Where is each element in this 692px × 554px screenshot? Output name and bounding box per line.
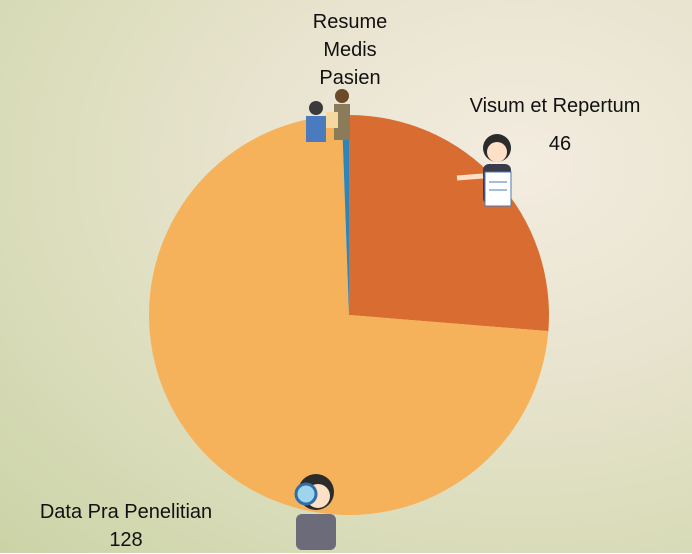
category-label: Data Pra Penelitian	[0, 498, 252, 526]
category-label: Resume Medis Pasien	[290, 8, 410, 92]
category-label: Visum et Repertum	[430, 92, 680, 120]
value-label: 46	[430, 130, 680, 158]
value-label: 128	[0, 526, 252, 554]
label-data: Data Pra Penelitian 128	[0, 498, 252, 554]
label-resume: Resume Medis Pasien	[245, 8, 455, 92]
chart: Resume Medis Pasien Visum et Repertum 46…	[0, 0, 692, 553]
label-visum: Visum et Repertum 46	[430, 92, 680, 158]
